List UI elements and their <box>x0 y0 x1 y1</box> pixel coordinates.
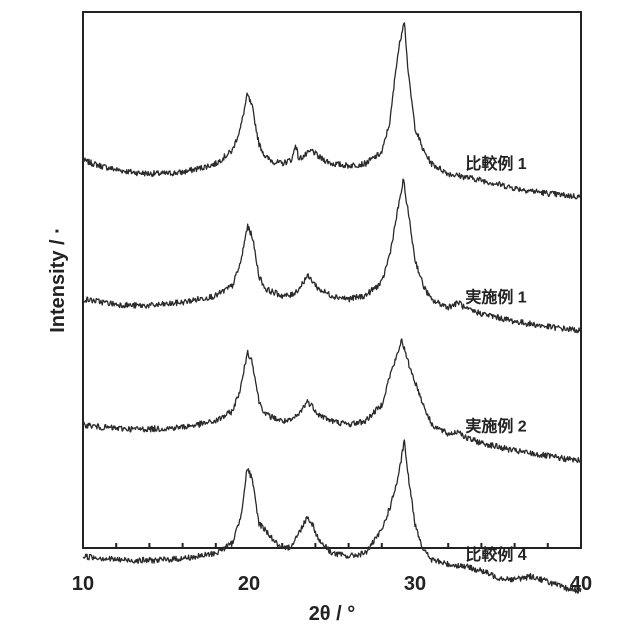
x-tick-label: 20 <box>238 573 260 595</box>
x-axis-title: 2θ / ° <box>309 603 356 625</box>
series-label: 比較例 1 <box>465 154 526 173</box>
x-tick-label: 30 <box>404 573 426 595</box>
series-layer <box>83 23 581 593</box>
x-tick-label: 10 <box>72 573 94 595</box>
y-axis-title: Intensity / · <box>47 227 69 333</box>
x-tick-label: 40 <box>570 573 592 595</box>
series-label: 実施例 1 <box>465 287 526 306</box>
series-labels: 比較例 1 実施例 1 実施例 2 比較例 4 <box>465 154 526 564</box>
xrd-trace <box>83 440 581 593</box>
series-label: 実施例 2 <box>465 417 526 436</box>
xrd-trace <box>83 339 581 463</box>
x-tick-labels: 10 20 30 40 <box>72 573 592 595</box>
xrd-trace <box>83 179 581 333</box>
series-label: 比較例 4 <box>465 545 526 564</box>
plot-frame <box>83 12 581 548</box>
